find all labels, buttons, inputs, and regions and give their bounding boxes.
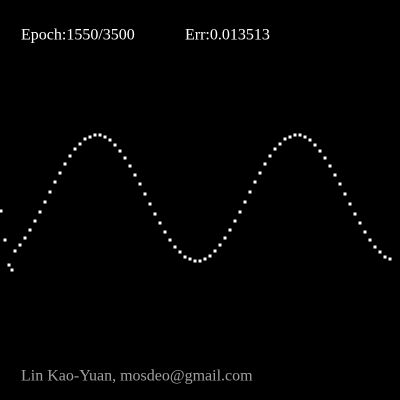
data-point — [218, 243, 222, 247]
data-point — [88, 135, 92, 139]
data-point — [78, 142, 82, 146]
data-point — [153, 212, 157, 216]
data-point — [318, 149, 322, 153]
data-point — [63, 162, 67, 166]
data-point — [193, 259, 197, 263]
data-point — [268, 154, 272, 158]
data-point — [208, 254, 212, 258]
data-point — [323, 156, 327, 160]
data-point — [333, 173, 337, 177]
data-point — [73, 147, 77, 151]
data-point — [28, 228, 32, 232]
data-point — [143, 192, 147, 196]
data-point — [343, 192, 347, 196]
data-point — [13, 249, 17, 253]
data-point — [7, 263, 11, 267]
data-point — [373, 245, 377, 249]
data-point — [233, 219, 237, 223]
epoch-label: Epoch:1550/3500 — [21, 27, 135, 44]
data-point — [213, 249, 217, 253]
data-point — [128, 164, 132, 168]
data-point — [198, 259, 202, 263]
data-point — [288, 135, 292, 139]
data-point — [273, 147, 277, 151]
data-point — [378, 250, 382, 254]
data-point — [328, 164, 332, 168]
data-point — [303, 135, 307, 139]
data-point — [283, 137, 287, 141]
author-credit: Lin Kao-Yuan, mosdeo@gmail.com — [21, 368, 253, 385]
data-point — [388, 257, 392, 261]
data-point — [158, 221, 162, 225]
data-point — [188, 257, 192, 261]
data-point — [108, 138, 112, 142]
data-point — [83, 137, 87, 141]
data-point — [183, 255, 187, 259]
data-point — [33, 219, 37, 223]
data-point — [173, 245, 177, 249]
data-point — [223, 236, 227, 240]
data-point — [138, 182, 142, 186]
data-point — [103, 135, 107, 139]
error-label: Err:0.013513 — [185, 27, 270, 44]
data-point — [133, 173, 137, 177]
data-point — [253, 180, 257, 184]
data-point — [258, 171, 262, 175]
data-point — [363, 230, 367, 234]
data-point — [248, 190, 252, 194]
data-point — [58, 171, 62, 175]
data-point — [163, 230, 167, 234]
data-point — [148, 202, 152, 206]
data-point — [338, 182, 342, 186]
data-point — [293, 133, 297, 137]
data-point — [113, 143, 117, 147]
data-point — [23, 236, 27, 240]
data-point — [298, 133, 302, 137]
data-point — [93, 133, 97, 137]
data-point — [358, 221, 362, 225]
data-point — [48, 190, 52, 194]
data-point — [0, 209, 3, 213]
data-point — [308, 138, 312, 142]
data-point — [43, 200, 47, 204]
data-point — [228, 228, 232, 232]
data-point — [383, 255, 387, 259]
data-point — [53, 180, 57, 184]
data-point — [98, 133, 102, 137]
data-point — [178, 250, 182, 254]
data-point — [18, 243, 22, 247]
data-point — [353, 212, 357, 216]
data-point — [10, 268, 14, 272]
data-point — [168, 238, 172, 242]
data-point — [3, 238, 7, 242]
data-point — [38, 210, 42, 214]
data-point — [203, 257, 207, 261]
data-point — [68, 154, 72, 158]
data-point — [313, 143, 317, 147]
data-point — [278, 142, 282, 146]
data-point — [243, 200, 247, 204]
data-point — [238, 210, 242, 214]
data-point — [123, 156, 127, 160]
data-point — [263, 162, 267, 166]
data-point — [118, 149, 122, 153]
data-point — [348, 202, 352, 206]
data-point — [368, 238, 372, 242]
